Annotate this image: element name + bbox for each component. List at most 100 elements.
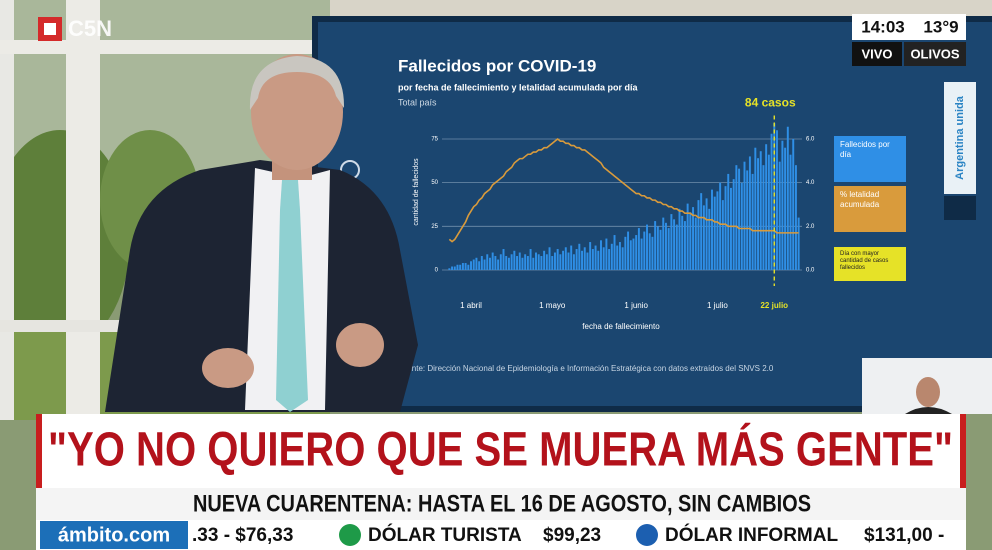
- y-axis-label: cantidad de fallecidos: [413, 158, 420, 226]
- channel-logo-mark: [44, 23, 56, 35]
- bar: [586, 252, 589, 270]
- bar: [513, 250, 516, 270]
- bar: [559, 254, 562, 270]
- legend-entry: Fallecidos por día: [834, 136, 906, 182]
- bar: [578, 243, 581, 270]
- bar: [551, 256, 554, 270]
- bar: [510, 254, 513, 270]
- live-box: [852, 42, 902, 66]
- bar: [748, 156, 751, 270]
- bar: [597, 250, 600, 270]
- bar: [491, 252, 494, 270]
- bar: [475, 257, 478, 270]
- bar: [602, 247, 605, 270]
- bar: [591, 249, 594, 270]
- bar: [575, 249, 578, 270]
- bar: [456, 264, 459, 270]
- annotation: 84 casos: [745, 96, 796, 110]
- bar: [773, 123, 776, 270]
- bar: [610, 243, 613, 270]
- bar: [662, 217, 665, 270]
- bar: [746, 170, 749, 270]
- ceiling: [330, 0, 992, 20]
- bar: [472, 259, 475, 270]
- channel-logo: C5N: [68, 16, 112, 41]
- x-tick-label: 1 abril: [460, 301, 482, 310]
- bar: [724, 186, 727, 270]
- bar: [629, 240, 632, 270]
- headline-bar: [36, 414, 966, 488]
- bar: [632, 238, 635, 270]
- bar: [545, 254, 548, 270]
- bar: [689, 212, 692, 270]
- y2-tick-label: 6.0: [806, 137, 815, 143]
- presenter-tie: [276, 180, 308, 412]
- bar: [524, 254, 527, 270]
- bar: [789, 154, 792, 270]
- bar: [540, 256, 543, 270]
- bar: [448, 268, 451, 270]
- ticker-item: $99,23: [543, 525, 601, 546]
- y2-tick-label: 2.0: [806, 224, 815, 230]
- bar: [643, 231, 646, 270]
- temperature: 13°9: [923, 17, 958, 36]
- bar: [776, 130, 778, 270]
- bar: [784, 147, 787, 270]
- bar: [483, 259, 486, 270]
- subheadline-bar: [36, 488, 966, 520]
- line: [448, 137, 799, 243]
- bar: [502, 249, 505, 270]
- bar: [738, 168, 741, 270]
- legend-entry: % letalidad acumulada: [834, 186, 906, 232]
- y-tick-label: 50: [431, 180, 438, 186]
- bar: [543, 250, 546, 270]
- presenter-hand: [336, 323, 384, 367]
- bar: [765, 144, 768, 270]
- bar: [467, 264, 470, 270]
- bar: [757, 158, 760, 270]
- bar: [673, 219, 676, 270]
- ticker-item: DÓLAR TURISTA: [368, 524, 522, 546]
- bar: [461, 263, 464, 270]
- bar: [459, 264, 462, 270]
- bar: [470, 261, 472, 270]
- campaign-badge: [944, 196, 976, 220]
- bar: [556, 249, 559, 270]
- bar: [572, 254, 575, 270]
- bar: [526, 256, 529, 270]
- bar: [683, 221, 686, 270]
- x-tick-label: 1 mayo: [539, 301, 566, 310]
- bar: [711, 189, 713, 270]
- bar: [792, 138, 795, 270]
- bar: [781, 140, 784, 270]
- bar: [564, 247, 567, 270]
- bar: [499, 254, 502, 270]
- bar: [727, 173, 730, 270]
- x-axis-label: fecha de fallecimiento: [582, 322, 660, 331]
- bar: [464, 263, 467, 270]
- bar: [767, 154, 770, 270]
- bar: [700, 193, 703, 270]
- bar: [640, 238, 643, 270]
- bar: [453, 266, 456, 270]
- location-box: [904, 42, 966, 66]
- y-tick-label: 25: [431, 224, 438, 230]
- x-tick-label: 1 junio: [624, 301, 648, 310]
- clock: 14:03: [861, 17, 904, 36]
- y2-tick-label: 4.0: [806, 180, 815, 186]
- window-post: [66, 0, 100, 420]
- bar: [608, 249, 611, 270]
- bar: [637, 228, 640, 270]
- bar: [740, 182, 743, 270]
- bar: [613, 235, 616, 270]
- bar: [532, 257, 535, 270]
- y-tick-label: 0: [435, 268, 439, 274]
- bar: [664, 222, 667, 270]
- bar: [705, 198, 708, 270]
- bar: [794, 165, 797, 270]
- bar: [702, 205, 705, 270]
- campaign-text: Argentina unida: [954, 95, 966, 180]
- bar: [786, 126, 789, 270]
- bar: [589, 242, 592, 270]
